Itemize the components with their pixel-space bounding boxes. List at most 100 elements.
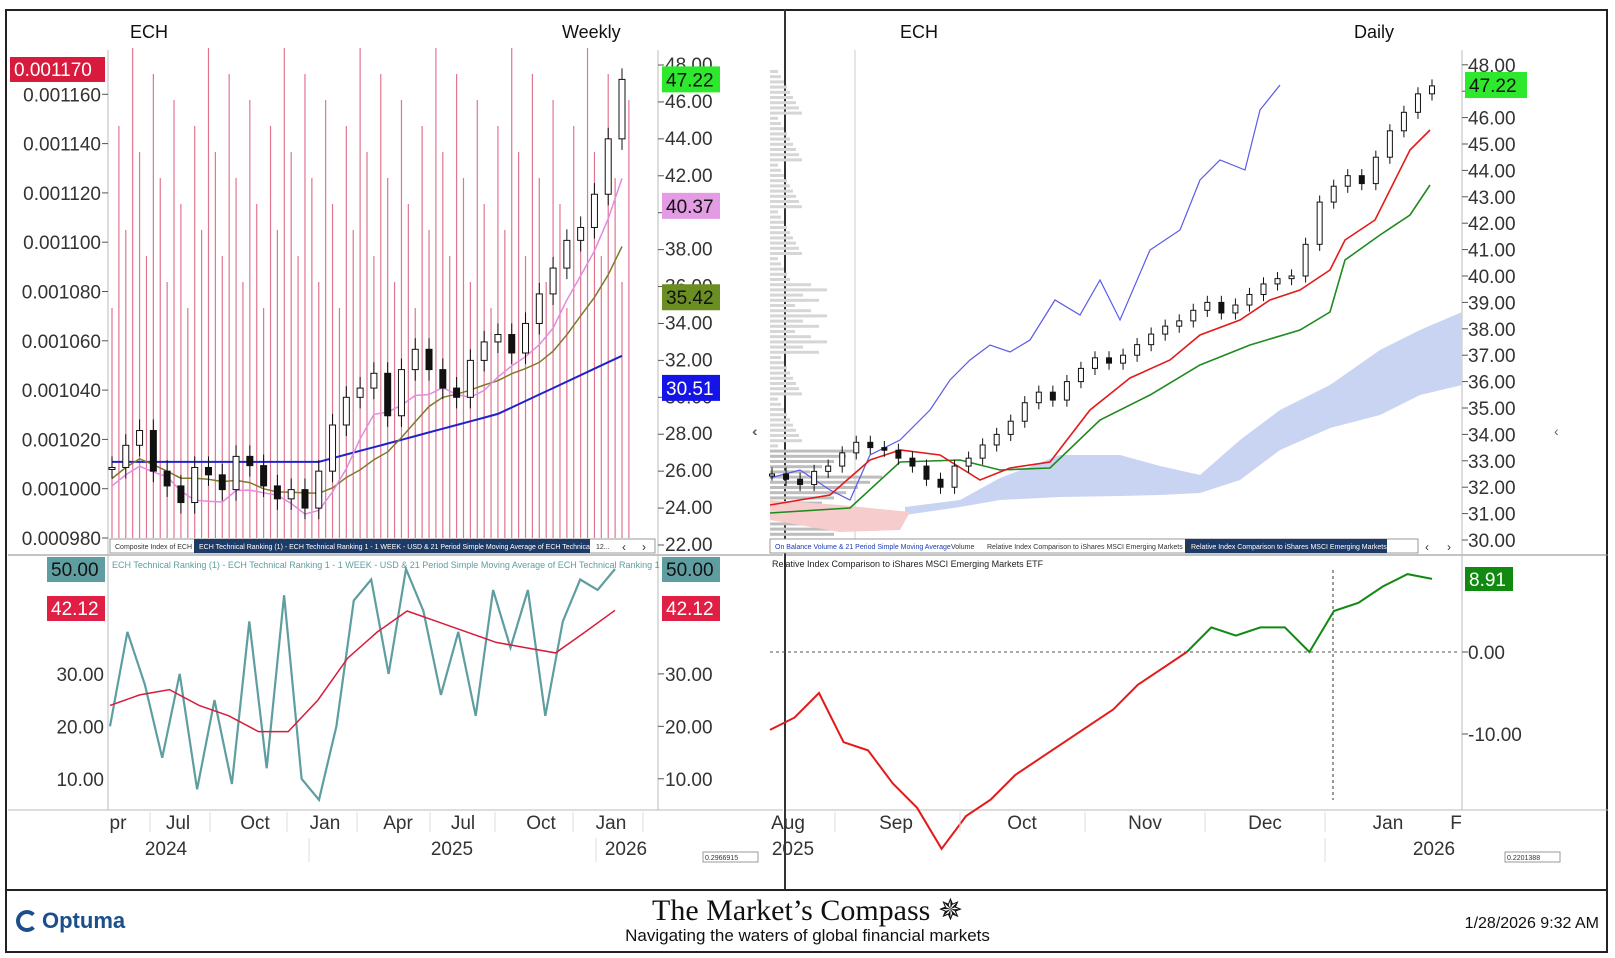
lower-tick-label: 30.00: [56, 665, 104, 686]
volume-profile-bar: [770, 106, 799, 110]
daily-candle-body: [783, 473, 790, 480]
right-price-tick-label: 45.00: [1468, 135, 1516, 156]
volume-profile-bar: [770, 460, 834, 463]
right-price-tick-label: 31.00: [1468, 505, 1516, 526]
right-tab-prev-icon[interactable]: ‹: [1425, 540, 1429, 554]
tab-prev-icon[interactable]: ‹: [622, 540, 626, 554]
volume-profile-bar: [770, 153, 799, 157]
candle-body: [397, 369, 405, 417]
tab-obv[interactable]: On Balance Volume & 21 Period Simple Mov…: [775, 544, 951, 551]
volume-profile-bar: [770, 90, 790, 94]
tab-volume[interactable]: Volume: [951, 544, 974, 551]
daily-candle-body: [1134, 344, 1141, 356]
volume-profile-bar: [770, 413, 787, 417]
volume-profile-bar: [770, 428, 796, 432]
volume-profile-bar: [770, 80, 784, 84]
lower-right-badge-1: 50.00: [666, 560, 714, 581]
daily-candle-body: [923, 465, 930, 480]
volume-profile-bar: [770, 194, 796, 198]
year-label: 2026: [605, 839, 647, 860]
daily-candle-body: [1372, 156, 1379, 185]
right-edge-collapse-icon[interactable]: ‹: [1554, 423, 1559, 439]
month-label: Jan: [596, 813, 627, 834]
volume-profile-bar: [770, 257, 778, 261]
candle-body: [411, 348, 419, 371]
candle-body: [342, 396, 350, 426]
relative-tick-label: 0.00: [1468, 643, 1505, 664]
candle-body: [204, 466, 212, 476]
volume-profile-bar: [770, 122, 781, 125]
month-label: Apr: [383, 813, 413, 834]
volume-profile-bar: [770, 168, 781, 172]
right-price-tick-label: 43.00: [1468, 188, 1516, 209]
right-scale-box[interactable]: 0.2201388: [1507, 855, 1540, 862]
volume-profile-bar: [770, 174, 784, 177]
volume-profile-bar: [770, 324, 819, 328]
volume-profile-bar: [770, 309, 811, 313]
tab-composite[interactable]: Composite Index of ECH: [115, 544, 192, 551]
kijun-line: [769, 184, 1431, 514]
volume-profile-bar: [770, 491, 846, 495]
ratio-tick-label: 0.001020: [22, 430, 101, 451]
year-label: 2024: [145, 839, 188, 860]
daily-candle-body: [1204, 301, 1211, 311]
candle-body: [384, 372, 392, 417]
right-relative-badge: 8.91: [1469, 570, 1506, 591]
price-tick-label: 42.00: [665, 166, 713, 187]
volume-profile-bar: [770, 220, 784, 224]
volume-profile-bar: [770, 330, 795, 333]
daily-candle-body: [1344, 175, 1351, 187]
right-year-label: 2026: [1413, 839, 1455, 860]
candle-body: [246, 455, 254, 467]
right-month-label: Nov: [1128, 813, 1162, 834]
tab-next-icon[interactable]: ›: [642, 540, 646, 554]
sma-blue-line: [112, 354, 623, 463]
volume-profile-bar: [770, 116, 778, 120]
price-tick-label: 34.00: [665, 313, 713, 334]
tab-relative-index[interactable]: Relative Index Comparison to iShares MSC…: [987, 544, 1198, 551]
volume-profile-bar: [770, 319, 803, 323]
price-badge-text: 47.22: [666, 70, 714, 91]
volume-profile-bar: [770, 340, 827, 344]
right-price-tick-label: 32.00: [1468, 478, 1516, 499]
daily-candle-body: [1035, 391, 1042, 404]
volume-profile-bar: [770, 127, 784, 131]
daily-candle-body: [797, 478, 804, 486]
technical-ranking-line: [108, 565, 616, 803]
ratio-badge-text: 0.001170: [14, 60, 92, 81]
timestamp: 1/28/2026 9:32 AM: [1464, 915, 1599, 932]
right-price-tick-label: 40.00: [1468, 267, 1516, 288]
right-price-tick-label: 48.00: [1468, 56, 1516, 77]
volume-profile-bar: [770, 371, 790, 375]
daily-candle-body: [1330, 185, 1337, 203]
ratio-badge: [10, 57, 105, 82]
left-collapse-icon[interactable]: ‹: [753, 423, 758, 439]
right-price-tick-label: 46.00: [1468, 109, 1516, 130]
right-tab-next-icon[interactable]: ›: [1447, 540, 1451, 554]
candle-body: [260, 465, 268, 487]
volume-profile-bar: [770, 70, 778, 73]
volume-profile-bar: [770, 298, 819, 302]
ratio-tick-label: 0.001120: [23, 184, 101, 205]
left-scale-box[interactable]: 0.2966915: [705, 855, 738, 862]
right-collapse-icon[interactable]: ‹: [752, 423, 757, 439]
candle-body: [191, 466, 199, 504]
right-symbol: ECH: [900, 22, 939, 42]
daily-candle-body: [1302, 243, 1309, 277]
volume-profile-bar: [770, 402, 781, 406]
year-label: 2025: [431, 839, 473, 860]
daily-candle-body: [839, 452, 846, 467]
volume-profile-bar: [770, 111, 802, 115]
volume-profile-bar: [770, 283, 811, 287]
volume-profile-bar: [770, 215, 781, 219]
daily-candle-body: [1007, 420, 1014, 435]
volume-profile-bar: [770, 231, 790, 235]
candle-body: [329, 424, 337, 472]
tab-overflow[interactable]: 12...: [596, 544, 610, 551]
tab-technical-ranking[interactable]: ECH Technical Ranking (1) - ECH Technica…: [199, 544, 625, 551]
right-year-label: 2025: [772, 839, 814, 860]
tab-relative-index-active[interactable]: Relative Index Comparison to iShares MSC…: [1191, 544, 1402, 551]
volume-profile-bar: [770, 252, 802, 255]
